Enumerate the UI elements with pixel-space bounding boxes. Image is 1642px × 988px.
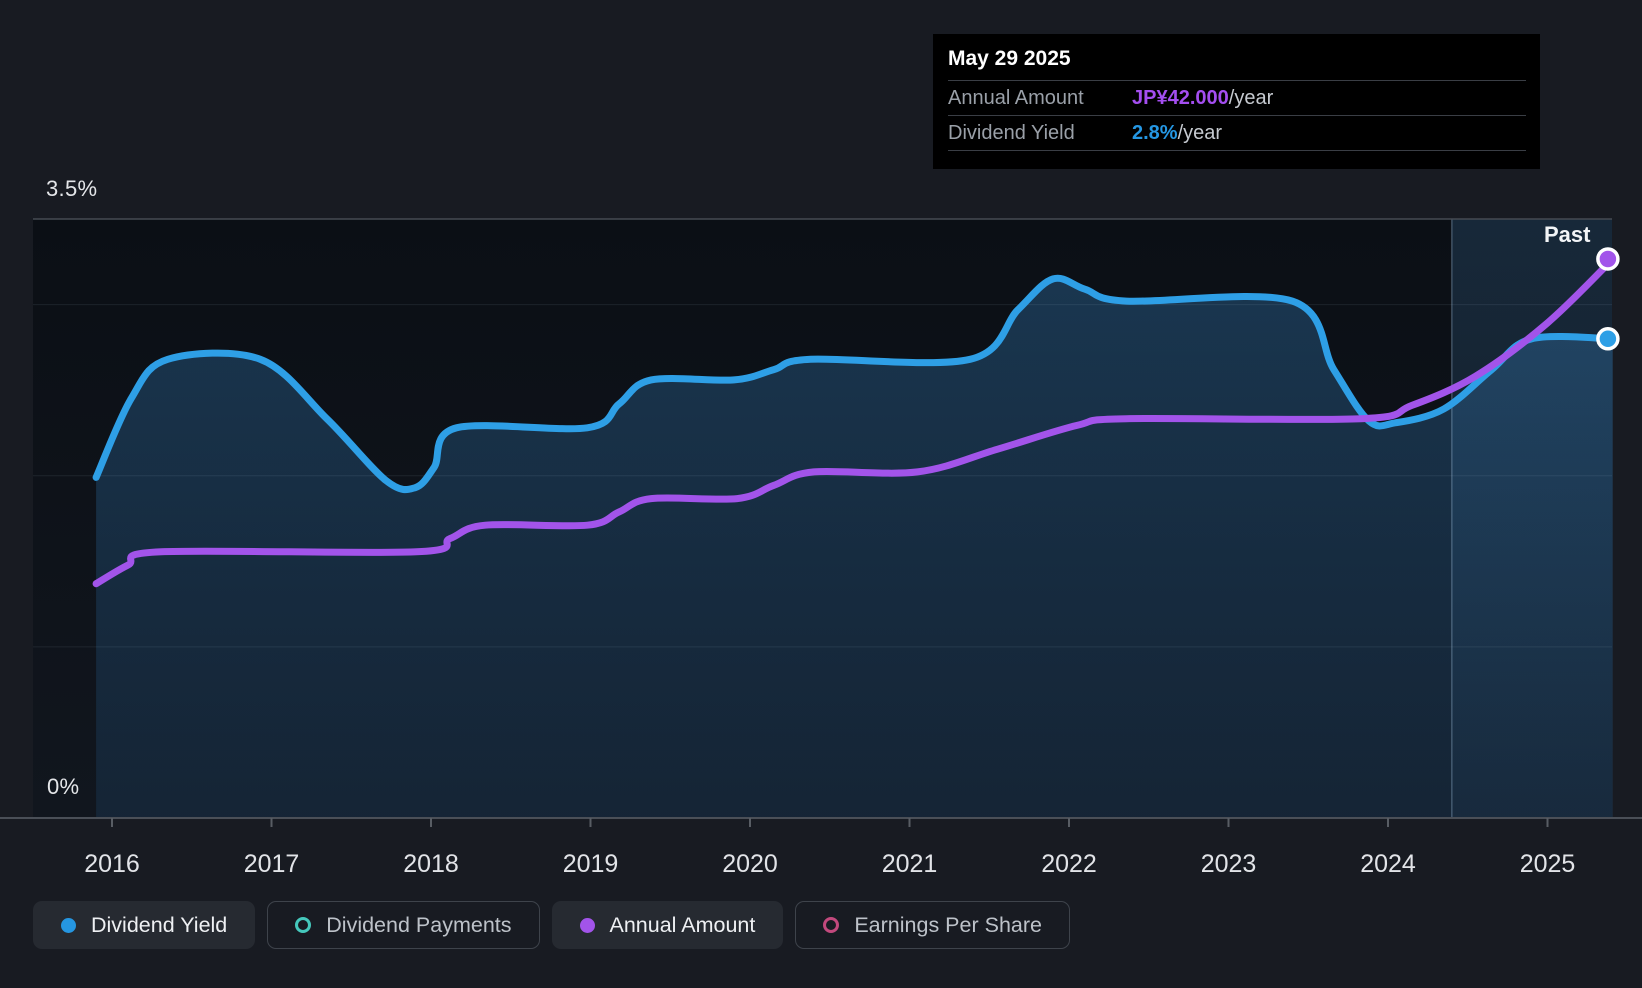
annual-amount-marker-icon <box>579 917 595 933</box>
dividend-yield-marker-icon <box>61 917 76 933</box>
x-axis-label-2018: 2018 <box>403 850 459 878</box>
tooltip-bottom-border <box>948 150 1526 151</box>
annual-amount-line <box>92 255 1617 588</box>
dividend-yield-end-marker <box>1596 327 1620 351</box>
tooltip-row-annual-amount: Annual Amount JP¥42.000 /year <box>948 80 1526 115</box>
x-axis-label-2022: 2022 <box>1041 850 1097 878</box>
chart-tooltip: May 29 2025 Annual Amount JP¥42.000 /yea… <box>933 34 1540 169</box>
dividend-payments-marker-icon <box>295 917 312 933</box>
tooltip-value: JP¥42.000 <box>1132 86 1229 109</box>
y-axis-max-label: 3.5% <box>46 176 98 201</box>
x-axis-label-2017: 2017 <box>243 850 300 878</box>
legend-toggle-dividend-payments[interactable]: Dividend Payments <box>267 901 540 949</box>
legend-label: Dividend Yield <box>91 912 228 937</box>
tooltip-label: Annual Amount <box>948 86 1084 109</box>
x-axis-label-2025: 2025 <box>1519 850 1576 878</box>
tooltip-label: Dividend Yield <box>948 121 1075 144</box>
x-axis-label-2021: 2021 <box>881 850 938 878</box>
legend-label: Dividend Payments <box>326 912 512 937</box>
legend-toggle-annual-amount[interactable]: Annual Amount <box>551 901 784 949</box>
tooltip-date: May 29 2025 <box>948 47 1071 70</box>
x-axis: 2016 2017 2018 2019 2020 2021 2022 2023 2024 2025 <box>0 850 1642 884</box>
x-axis-label-2024: 2024 <box>1360 850 1416 878</box>
x-axis-label-2019: 2019 <box>562 850 619 878</box>
past-annotation: Past <box>1544 222 1591 247</box>
x-axis-label-2016: 2016 <box>84 850 140 878</box>
earnings-per-share-marker-icon <box>823 917 840 933</box>
dividend-yield-area-fill <box>96 278 1613 818</box>
tooltip-row-dividend-yield: Dividend Yield 2.8% /year <box>948 115 1526 150</box>
x-axis-label-2023: 2023 <box>1200 850 1257 878</box>
legend-label: Annual Amount <box>609 912 756 937</box>
chart-legend: Dividend Yield Dividend Payments Annual Am… <box>33 901 1070 949</box>
x-axis-label-2020: 2020 <box>722 850 778 878</box>
recent-period-band <box>1451 219 1612 818</box>
tooltip-suffix: /year <box>1228 86 1274 109</box>
y-axis-min-label: 0% <box>47 774 80 799</box>
tooltip-suffix: /year <box>1177 121 1223 144</box>
legend-toggle-earnings-per-share[interactable]: Earnings Per Share <box>795 901 1070 949</box>
annual-amount-end-marker <box>1596 247 1620 271</box>
tooltip-value: 2.8% <box>1132 121 1178 144</box>
dividend-yield-line <box>92 274 1617 494</box>
legend-toggle-dividend-yield[interactable]: Dividend Yield <box>33 901 256 949</box>
legend-label: Earnings Per Share <box>854 912 1042 937</box>
